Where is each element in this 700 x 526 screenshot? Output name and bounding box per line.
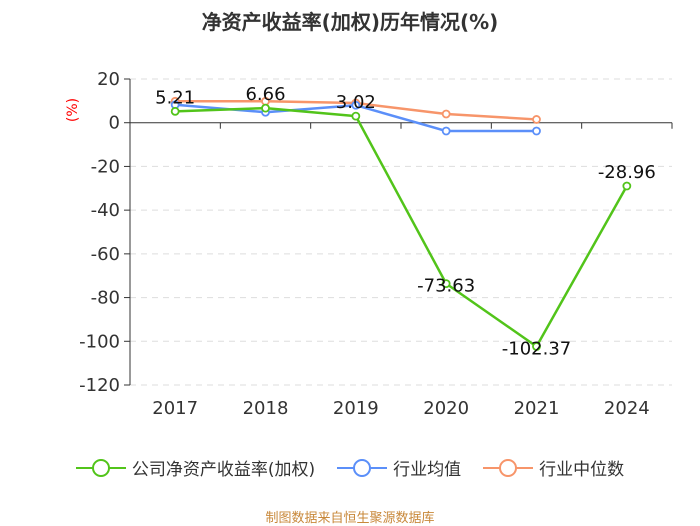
- x-tick-label: 2024: [604, 398, 650, 419]
- x-tick-label: 2018: [243, 398, 289, 419]
- data-label: -73.63: [417, 276, 475, 297]
- y-tick-label: -20: [91, 156, 120, 177]
- y-tick-label: -100: [79, 331, 120, 352]
- data-label: -28.96: [598, 162, 656, 183]
- data-labels: 5.21 6.66 3.02 -73.63 -102.37 -28.96: [155, 84, 656, 359]
- data-point: [532, 115, 541, 124]
- legend-label: 公司净资产收益率(加权): [131, 460, 316, 480]
- data-label: 5.21: [155, 87, 195, 108]
- data-label: -102.37: [502, 338, 571, 359]
- x-tick-label: 2019: [333, 398, 379, 419]
- axes: 20 0 -20 -40 -60 -80 -100 -120 2017 2018 2019 2020 2…: [79, 69, 673, 419]
- data-point: [351, 111, 361, 121]
- legend: 公司净资产收益率(加权) 行业均值 行业中位数: [0, 455, 700, 480]
- y-tick-label: -120: [79, 375, 120, 396]
- series-lines: [170, 96, 632, 351]
- y-tick-label: -80: [91, 288, 120, 309]
- data-point: [622, 181, 632, 191]
- y-tick-label: -60: [91, 244, 120, 265]
- source-note: 制图数据来自恒生聚源数据库: [265, 511, 435, 526]
- legend-label: 行业均值: [393, 460, 462, 480]
- data-point: [261, 103, 270, 113]
- data-point: [170, 106, 180, 116]
- data-point: [441, 109, 451, 119]
- legend-item-company[interactable]: 公司净资产收益率(加权): [75, 455, 316, 480]
- x-tick-label: 2021: [514, 398, 560, 419]
- data-label: 3.02: [336, 92, 376, 113]
- legend-item-industry-median[interactable]: 行业中位数: [483, 455, 624, 480]
- y-axis-label: (%): [65, 98, 81, 122]
- x-tick-label: 2020: [423, 398, 469, 419]
- data-point: [532, 342, 541, 351]
- legend-label: 行业中位数: [539, 460, 625, 480]
- legend-marker-icon: [75, 458, 126, 477]
- y-tick-label: 20: [97, 69, 120, 90]
- data-label: 6.66: [245, 84, 285, 105]
- series-line: [175, 106, 628, 348]
- data-point: [441, 126, 451, 136]
- legend-marker-icon: [483, 458, 534, 477]
- grid-lines: [130, 78, 672, 386]
- data-point: [532, 126, 541, 136]
- x-tick-label: 2017: [152, 398, 198, 419]
- data-point: [441, 279, 451, 289]
- chart-title: 净资产收益率(加权)历年情况(%): [201, 10, 499, 34]
- data-point: [351, 100, 361, 110]
- legend-marker-icon: [337, 458, 388, 477]
- y-tick-label: 0: [109, 113, 120, 134]
- legend-item-industry-avg[interactable]: 行业均值: [337, 455, 461, 480]
- y-tick-label: -40: [91, 200, 120, 221]
